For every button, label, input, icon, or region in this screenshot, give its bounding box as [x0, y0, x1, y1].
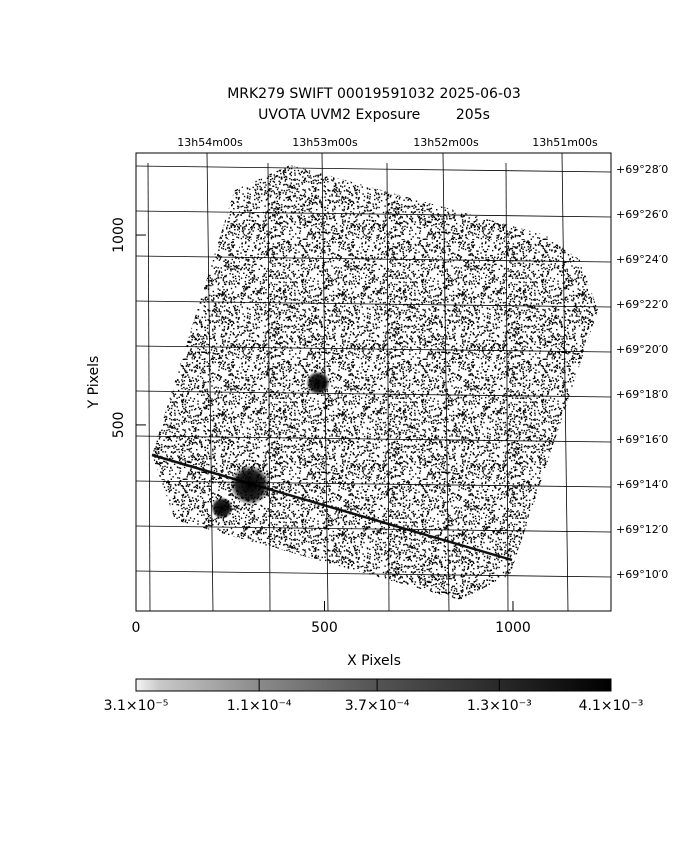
dec-label: +69°26′0 — [616, 208, 668, 221]
ra-label: 13h54m00s — [177, 136, 243, 149]
x-tick-label: 0 — [132, 620, 141, 636]
source — [230, 465, 270, 505]
dec-grid-line — [135, 525, 612, 533]
colorbar-tick-label: 4.1×10⁻³ — [579, 698, 644, 714]
plot-frame — [135, 152, 612, 612]
detector-stripe — [151, 453, 513, 562]
dec-label: +69°18′0 — [616, 388, 668, 401]
ra-grid-line — [267, 162, 271, 612]
x-tick-label: 500 — [311, 620, 338, 636]
dec-grid-line — [135, 345, 612, 353]
x-tick-label: 1000 — [495, 620, 531, 636]
dec-grid-line — [135, 390, 612, 398]
dec-label: +69°22′0 — [616, 298, 668, 311]
ra-grid-line — [561, 152, 569, 612]
colorbar-tick-label: 3.1×10⁻⁵ — [104, 698, 169, 714]
chart-title: MRK279 SWIFT 00019591032 2025-06-03 — [227, 86, 521, 102]
dec-grid-line — [135, 210, 612, 218]
dec-label: +69°24′0 — [616, 253, 668, 266]
dec-grid-line — [135, 435, 612, 443]
dec-grid-line — [135, 300, 612, 308]
y-tick-label: 1000 — [111, 217, 127, 253]
source — [211, 497, 233, 519]
ra-grid-line — [442, 152, 450, 612]
ra-label: 13h51m00s — [532, 136, 598, 149]
chart-subtitle: UVOTA UVM2 Exposure 205s — [258, 107, 490, 123]
colorbar-tick-label: 1.3×10⁻³ — [467, 698, 532, 714]
colorbar — [135, 678, 612, 692]
ra-grid-line — [505, 162, 509, 612]
ra-grid-line — [386, 162, 390, 612]
y-axis-label: Y Pixels — [86, 356, 102, 410]
source — [306, 371, 330, 395]
ra-label: 13h52m00s — [413, 136, 479, 149]
dec-grid-line — [135, 570, 612, 578]
dec-grid-line — [135, 480, 612, 488]
dec-label: +69°16′0 — [616, 433, 668, 446]
dec-label: +69°28′0 — [616, 163, 668, 176]
dec-label: +69°12′0 — [616, 523, 668, 536]
dec-grid-line — [135, 255, 612, 263]
ra-grid-line — [321, 152, 329, 612]
dec-label: +69°20′0 — [616, 343, 668, 356]
colorbar-tick-label: 1.1×10⁻⁴ — [227, 698, 292, 714]
colorbar-tick-label: 3.7×10⁻⁴ — [345, 698, 410, 714]
x-axis-label: X Pixels — [347, 653, 401, 669]
y-tick-label: 500 — [111, 412, 127, 439]
ra-label: 13h53m00s — [292, 136, 358, 149]
coordinate-grid — [135, 152, 612, 612]
exposure-region — [152, 165, 598, 600]
ra-grid-line — [206, 152, 214, 612]
dec-label: +69°10′0 — [616, 568, 668, 581]
ra-grid-line — [147, 162, 151, 612]
dec-grid-line — [135, 165, 612, 173]
dec-label: +69°14′0 — [616, 478, 668, 491]
